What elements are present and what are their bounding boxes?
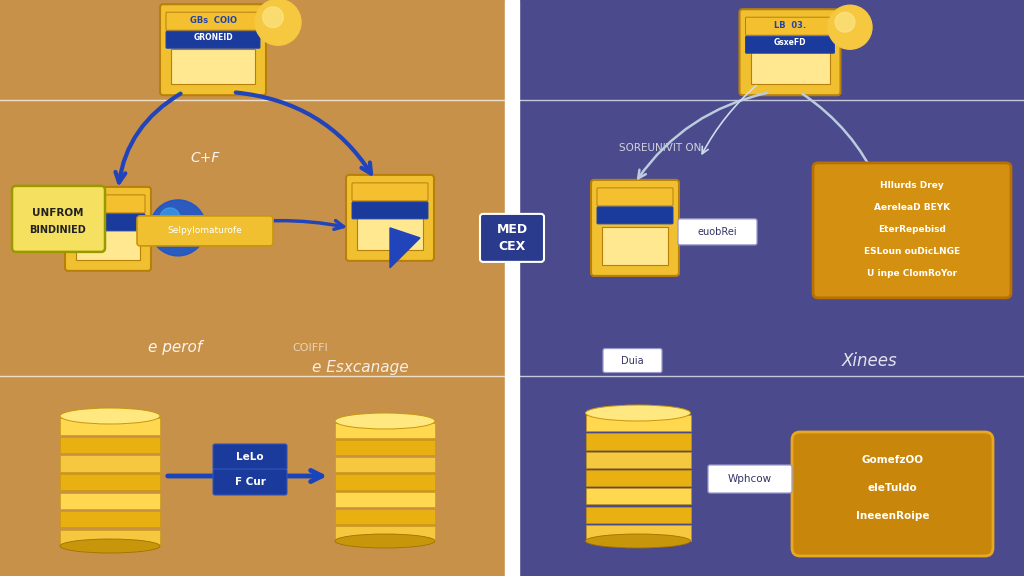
Text: e Esxcanage: e Esxcanage (311, 360, 409, 375)
FancyBboxPatch shape (597, 207, 673, 224)
Text: euobRei: euobRei (697, 227, 737, 237)
Bar (586, 507, 690, 522)
FancyBboxPatch shape (591, 180, 679, 276)
Bar (586, 415, 690, 431)
Text: LB  03.: LB 03. (774, 21, 806, 30)
Circle shape (255, 0, 301, 46)
Text: EterRepebisd: EterRepebisd (878, 225, 946, 234)
FancyBboxPatch shape (213, 444, 287, 470)
FancyBboxPatch shape (71, 195, 145, 213)
FancyBboxPatch shape (597, 188, 673, 206)
Bar (602, 227, 668, 265)
FancyBboxPatch shape (12, 186, 105, 252)
FancyBboxPatch shape (792, 432, 993, 556)
Bar (505, 0, 519, 576)
Text: Xinees: Xinees (842, 351, 898, 370)
Bar (60, 511, 160, 528)
Text: SOREUNIVIT ON: SOREUNIVIT ON (618, 143, 701, 153)
Polygon shape (390, 228, 420, 268)
Ellipse shape (60, 539, 160, 553)
Circle shape (262, 7, 284, 28)
FancyBboxPatch shape (352, 202, 428, 219)
Ellipse shape (586, 405, 690, 421)
FancyBboxPatch shape (352, 183, 428, 201)
Bar (519, 0, 1024, 576)
FancyBboxPatch shape (708, 465, 792, 493)
Circle shape (150, 200, 206, 256)
Bar (586, 488, 690, 505)
FancyBboxPatch shape (603, 348, 662, 373)
FancyBboxPatch shape (739, 9, 841, 95)
Ellipse shape (335, 413, 435, 429)
Circle shape (836, 12, 855, 32)
Bar (76, 227, 140, 260)
Text: COIFFI: COIFFI (292, 343, 328, 353)
Bar (171, 48, 255, 84)
Bar (357, 217, 423, 250)
Bar (335, 457, 435, 472)
Bar (335, 440, 435, 455)
Bar (60, 418, 160, 434)
Bar (586, 452, 690, 468)
Circle shape (828, 5, 872, 49)
Text: LeLo: LeLo (237, 452, 264, 462)
Text: IneeenRoipe: IneeenRoipe (856, 511, 929, 521)
FancyBboxPatch shape (65, 187, 151, 271)
FancyBboxPatch shape (137, 216, 273, 246)
FancyBboxPatch shape (480, 214, 544, 262)
Text: UNFROM: UNFROM (32, 208, 84, 218)
Text: CEX: CEX (499, 240, 525, 253)
Bar (751, 51, 829, 84)
Bar (335, 526, 435, 541)
Text: AereleaD BEYK: AereleaD BEYK (873, 203, 950, 213)
Text: F Cur: F Cur (234, 477, 265, 487)
Text: Selpylomaturofe: Selpylomaturofe (168, 226, 243, 236)
Text: MED: MED (497, 223, 527, 236)
Text: U inpe ClomRoYor: U inpe ClomRoYor (867, 270, 957, 278)
Circle shape (160, 208, 180, 228)
Bar (335, 492, 435, 507)
FancyBboxPatch shape (160, 4, 266, 95)
Ellipse shape (60, 408, 160, 424)
Text: Wphcow: Wphcow (728, 474, 772, 484)
Bar (335, 475, 435, 490)
FancyBboxPatch shape (745, 17, 835, 35)
Ellipse shape (586, 534, 690, 548)
Text: GomefzOO: GomefzOO (861, 455, 924, 465)
Bar (60, 437, 160, 453)
FancyBboxPatch shape (71, 214, 145, 231)
Text: Duia: Duia (622, 355, 644, 366)
Text: e perof: e perof (147, 340, 202, 355)
Bar (335, 509, 435, 524)
Ellipse shape (335, 534, 435, 548)
Text: C+F: C+F (190, 151, 220, 165)
Bar (60, 530, 160, 546)
FancyBboxPatch shape (813, 163, 1011, 298)
FancyBboxPatch shape (166, 12, 260, 30)
Bar (335, 423, 435, 438)
Bar (60, 492, 160, 509)
FancyBboxPatch shape (346, 175, 434, 261)
FancyBboxPatch shape (213, 469, 287, 495)
Text: GRONEID: GRONEID (194, 33, 232, 41)
Text: Hllurds Drey: Hllurds Drey (880, 181, 944, 191)
Bar (586, 525, 690, 541)
FancyBboxPatch shape (678, 219, 757, 245)
FancyBboxPatch shape (745, 36, 835, 53)
Text: ESLoun ouDicLNGE: ESLoun ouDicLNGE (864, 247, 961, 256)
Text: eleTuldo: eleTuldo (867, 483, 918, 493)
Bar (0, 0, 505, 576)
Bar (586, 470, 690, 486)
FancyBboxPatch shape (166, 31, 260, 48)
Bar (60, 474, 160, 490)
Text: GBs  COIO: GBs COIO (189, 16, 237, 25)
Text: GsxeFD: GsxeFD (774, 37, 806, 47)
Bar (586, 434, 690, 450)
Bar (60, 456, 160, 472)
Text: BINDINIED: BINDINIED (30, 225, 86, 235)
